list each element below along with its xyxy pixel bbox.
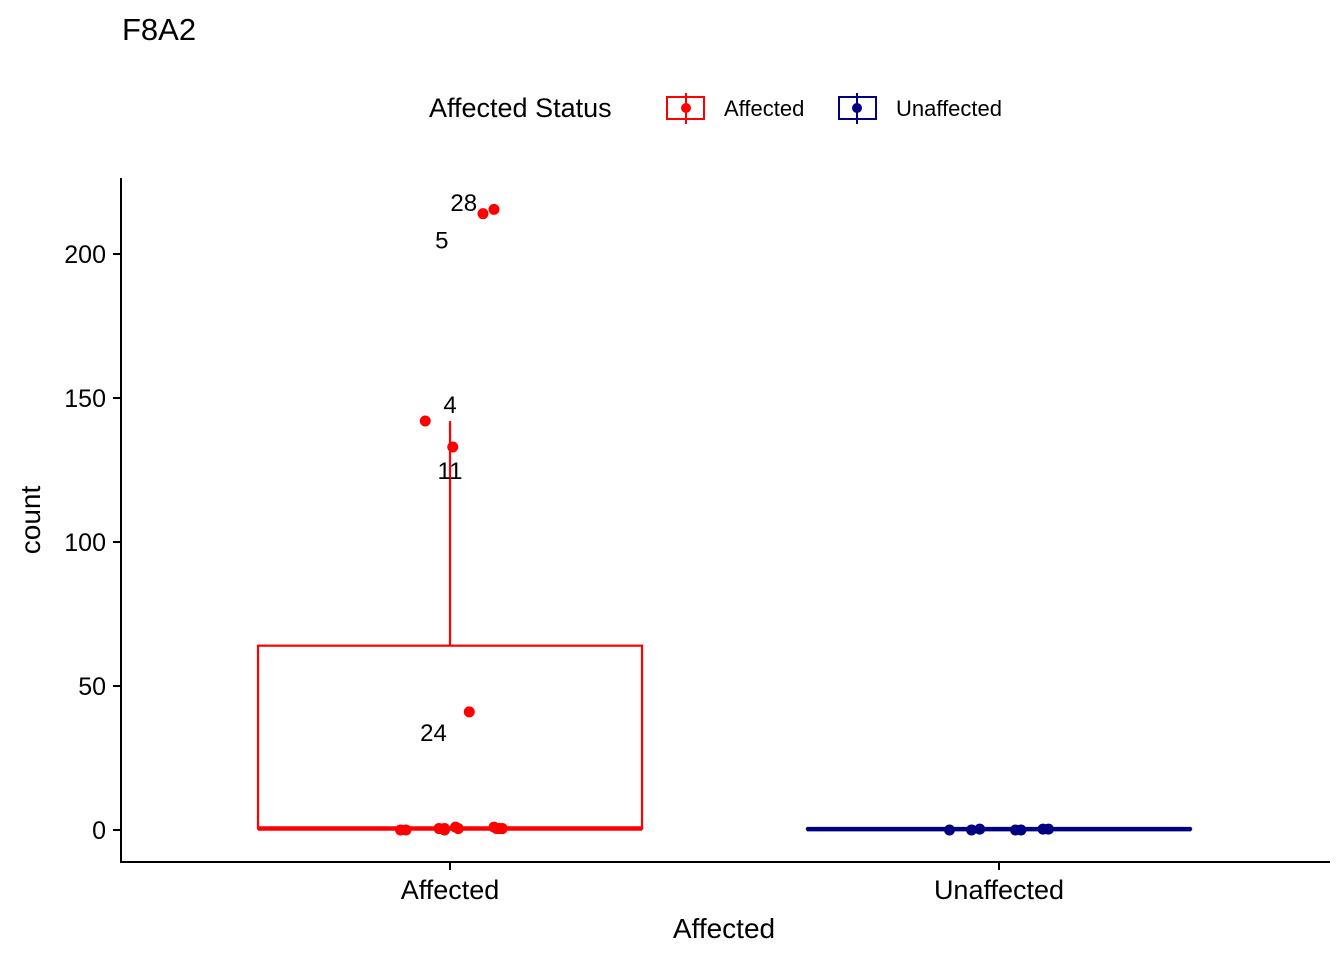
- y-axis-ticks: 0 50 100 150 200: [64, 241, 121, 845]
- points-layer: [395, 203, 1054, 836]
- x-tick-label: Affected: [401, 875, 500, 905]
- x-tick-label: Unaffected: [934, 875, 1064, 905]
- point-label: 24: [420, 720, 447, 747]
- legend-key-unaffected: [838, 93, 877, 124]
- legend-label-affected: Affected: [724, 96, 804, 121]
- point-labels-layer: 285 4 11 24: [420, 190, 477, 747]
- data-point-affected: [477, 208, 489, 220]
- legend-title: Affected Status: [429, 93, 612, 123]
- data-point-unaffected: [1015, 824, 1027, 836]
- legend-key-affected: [666, 93, 705, 124]
- point-label: 11: [438, 458, 463, 485]
- data-point-affected: [439, 823, 450, 835]
- data-point-affected: [447, 441, 459, 453]
- data-point-affected: [488, 203, 500, 215]
- y-tick-label: 150: [64, 385, 106, 413]
- y-tick-label: 200: [64, 241, 106, 269]
- point-label: 4: [443, 392, 456, 419]
- data-point-affected: [400, 824, 412, 836]
- legend-label-unaffected: Unaffected: [896, 96, 1002, 121]
- data-point-affected: [419, 415, 431, 427]
- x-axis-ticks: Affected Unaffected: [401, 862, 1064, 905]
- y-axis-title: count: [15, 486, 46, 555]
- y-tick-label: 100: [64, 529, 106, 557]
- chart-title: F8A2: [122, 12, 197, 47]
- data-point-unaffected: [944, 824, 955, 836]
- point-label: 28: [450, 190, 477, 217]
- data-point-affected: [463, 706, 475, 718]
- data-point-unaffected: [1043, 823, 1054, 835]
- point-label: 5: [435, 228, 448, 255]
- data-point-affected: [452, 823, 464, 835]
- legend: Affected Status Affected Unaffected: [429, 93, 1002, 124]
- box-affected: [256, 644, 644, 830]
- boxes-layer: [256, 421, 1193, 832]
- x-axis-title: Affected: [673, 913, 775, 944]
- y-tick-label: 0: [92, 817, 106, 845]
- y-tick-label: 50: [78, 673, 106, 701]
- data-point-affected: [496, 823, 508, 835]
- data-point-unaffected: [974, 823, 986, 835]
- data-point-unaffected: [966, 824, 977, 836]
